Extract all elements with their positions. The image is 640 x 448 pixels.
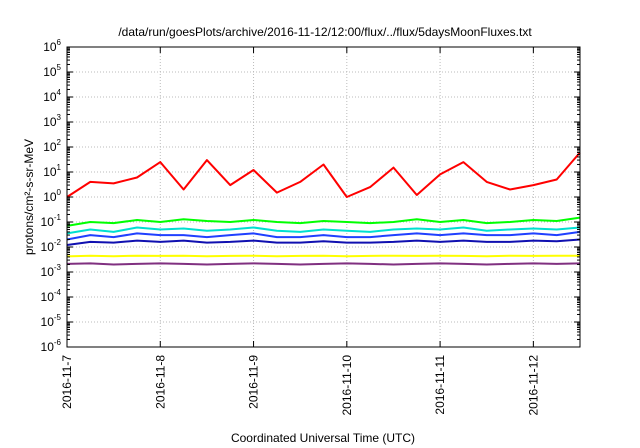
y-tick-label: 10-3 [41, 263, 62, 279]
y-tick-label: 103 [43, 113, 61, 129]
y-axis-ticks: 106 105 104 103 102 101 100 10-1 10-2 10-3 10-4 10-… [41, 38, 580, 354]
x-tick-label: 2016-11-7 [60, 355, 74, 409]
y-tick-label: 10-1 [41, 213, 62, 229]
y-tick-label: 102 [43, 138, 61, 154]
series-line [66, 262, 581, 266]
series-line [66, 238, 581, 246]
y-tick-label: 105 [43, 63, 61, 79]
series-line [66, 254, 580, 258]
y-axis-label: protons/cm²-s-sr-MeV [22, 139, 36, 255]
chart-title: /data/run/goesPlots/archive/2016-11-12/1… [118, 25, 532, 39]
x-tick-label: 2016-11-8 [153, 355, 167, 409]
y-tick-label: 10-5 [41, 313, 62, 329]
series-line [66, 151, 581, 198]
series-line [66, 226, 581, 235]
x-axis-ticks: 2016-11-7 2016-11-8 2016-11-9 2016-11-10 201… [60, 47, 540, 416]
y-tick-label: 104 [43, 88, 61, 104]
y-tick-label: 10-2 [41, 238, 62, 254]
y-tick-label: 106 [43, 38, 61, 54]
x-tick-label: 2016-11-9 [247, 355, 261, 409]
y-tick-label: 100 [43, 188, 61, 204]
y-tick-label: 10-6 [41, 338, 62, 354]
x-tick-label: 2016-11-12 [526, 355, 540, 416]
series-line [66, 216, 581, 227]
y-tick-label: 10-4 [41, 288, 62, 304]
series-layer [66, 151, 581, 266]
y-tick-label: 101 [43, 163, 61, 179]
x-axis-label: Coordinated Universal Time (UTC) [231, 431, 415, 445]
series-line [66, 230, 581, 241]
x-tick-label: 2016-11-10 [340, 355, 354, 416]
x-tick-label: 2016-11-11 [433, 355, 447, 415]
